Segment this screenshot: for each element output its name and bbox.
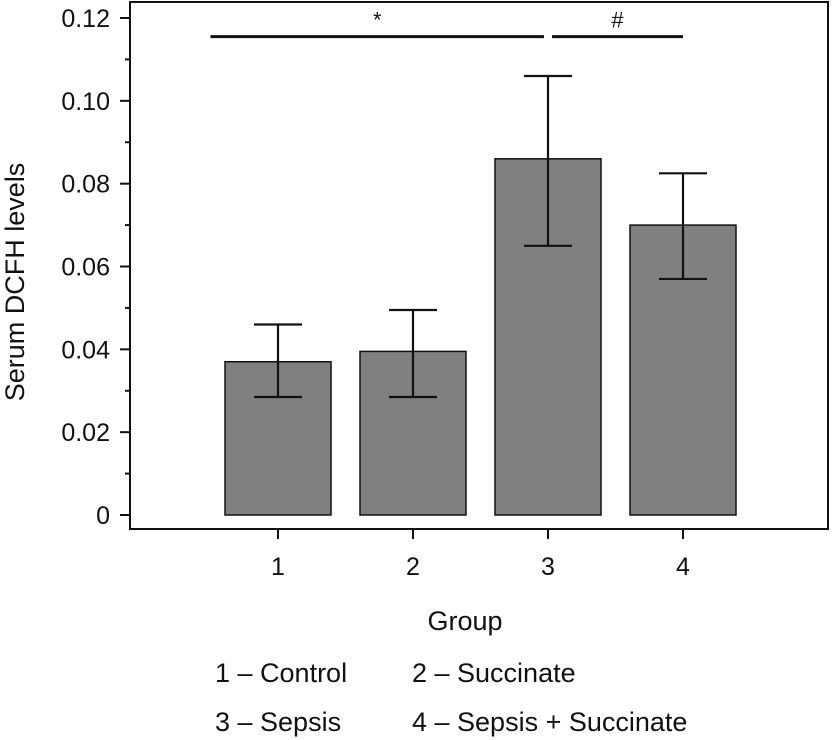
y-tick-label: 0.06	[61, 254, 110, 282]
y-axis-title: Serum DCFH levels	[0, 163, 30, 402]
y-tick-label: 0.02	[61, 419, 110, 447]
y-tick-label: 0.08	[61, 171, 110, 199]
y-tick-label: 0.10	[61, 88, 110, 116]
x-axis: 1 2 3 4	[271, 529, 690, 581]
x-axis-title: Group	[427, 606, 502, 636]
legend: 1 – Control 2 – Succinate 3 – Sepsis 4 – Se…	[215, 658, 687, 737]
y-tick-label: 0.12	[61, 5, 110, 33]
bars-group	[224, 158, 737, 516]
error-bars-group	[254, 74, 707, 399]
significance-label: #	[611, 8, 624, 33]
significance-group: * #	[210, 8, 683, 39]
legend-entry: 2 – Succinate	[412, 658, 576, 688]
bar	[359, 350, 467, 516]
legend-entry: 4 – Sepsis + Succinate	[412, 707, 687, 737]
y-axis: 0 0.02 0.04 0.06 0.08 0.10 0.12	[61, 5, 130, 530]
x-tick-label: 3	[541, 553, 555, 581]
x-tick-label: 4	[676, 553, 690, 581]
y-tick-label: 0.04	[61, 336, 110, 364]
legend-entry: 1 – Control	[215, 658, 347, 688]
x-tick-label: 2	[406, 553, 420, 581]
significance-label: *	[373, 8, 382, 33]
y-tick-label: 0	[96, 502, 110, 530]
legend-entry: 3 – Sepsis	[215, 707, 341, 737]
x-tick-label: 1	[271, 553, 285, 581]
